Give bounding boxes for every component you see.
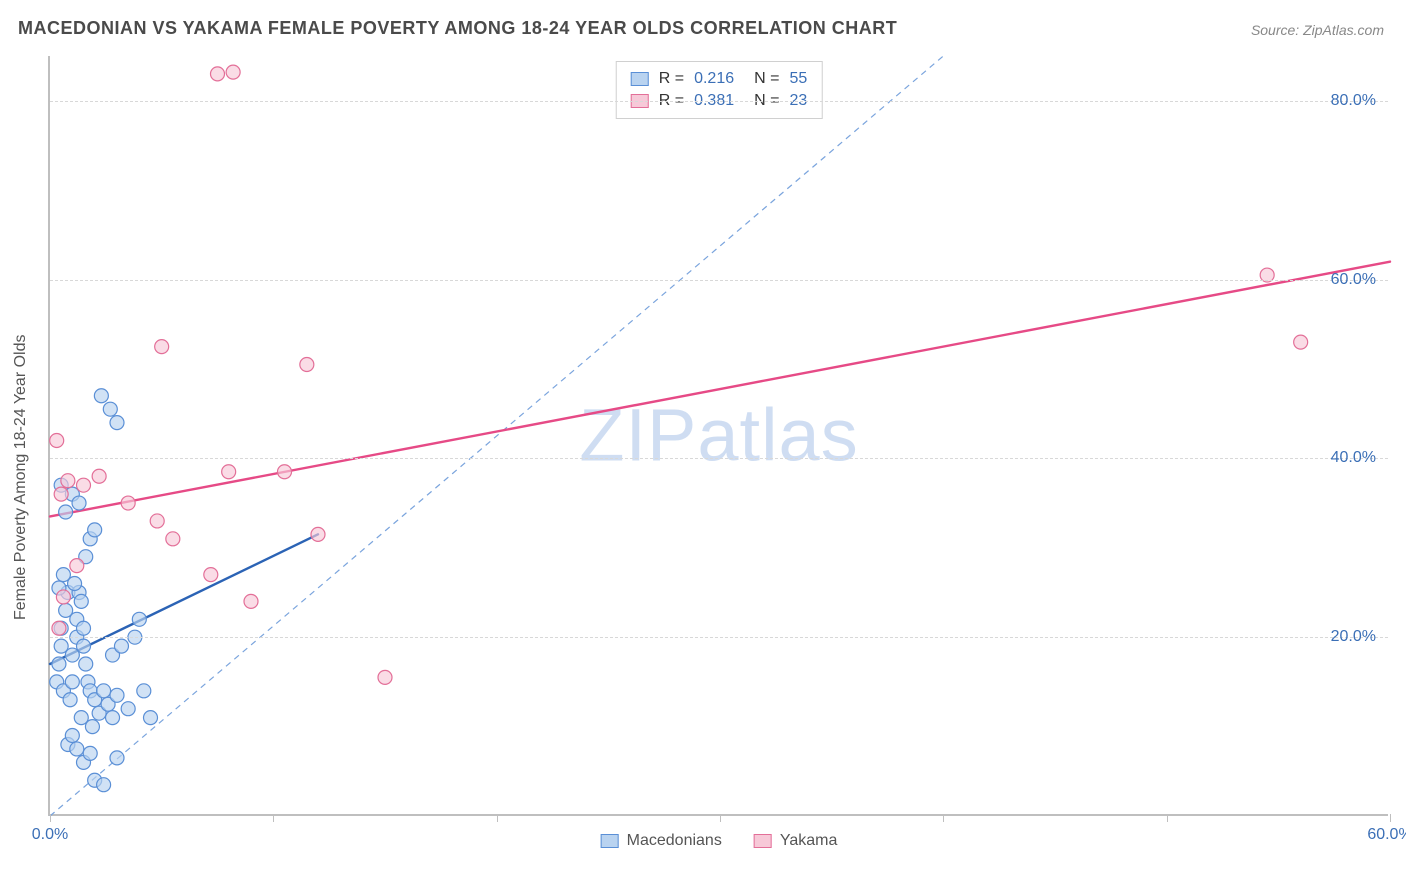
x-tick [497,814,498,822]
gridline [50,101,1388,102]
legend-swatch [631,72,649,86]
y-tick-label: 20.0% [1331,628,1376,646]
chart-title: MACEDONIAN VS YAKAMA FEMALE POVERTY AMON… [18,18,897,39]
legend-n-value: 55 [789,68,807,90]
legend-r-label: R = [659,68,684,90]
legend-correlation: R =0.216N =55R =0.381N =23 [616,61,823,119]
gridline [50,280,1388,281]
plot-area: ZIPatlas R =0.216N =55R =0.381N =23 Mace… [48,56,1388,816]
source-label: Source: ZipAtlas.com [1251,22,1384,38]
gridline [50,637,1388,638]
legend-swatch [754,834,772,848]
x-tick-label: 60.0% [1367,826,1406,844]
legend-series-label: Yakama [780,832,838,850]
legend-r-value: 0.216 [694,68,734,90]
x-tick [50,814,51,822]
y-tick-label: 60.0% [1331,271,1376,289]
x-tick-label: 0.0% [32,826,68,844]
x-tick [1390,814,1391,822]
gridline [50,458,1388,459]
y-tick-label: 80.0% [1331,92,1376,110]
x-tick [943,814,944,822]
x-tick [273,814,274,822]
legend-n-label: N = [754,68,779,90]
y-axis-label: Female Poverty Among 18-24 Year Olds [12,335,30,621]
legend-series: Macedonians Yakama [601,832,838,850]
legend-swatch [601,834,619,848]
legend-series-label: Macedonians [627,832,722,850]
chart-svg [50,56,1388,814]
legend-item: Yakama [754,832,838,850]
x-tick [720,814,721,822]
legend-item: Macedonians [601,832,722,850]
legend-row: R = 0.216 N = 55 [631,68,808,90]
y-tick-label: 40.0% [1331,449,1376,467]
x-tick [1167,814,1168,822]
